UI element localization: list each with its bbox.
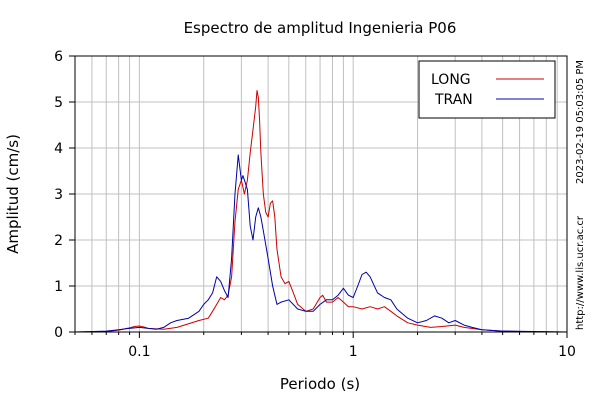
y-tick-label: 5 — [54, 95, 63, 111]
series-line-long — [74, 90, 568, 333]
y-tick-label: 0 — [54, 325, 63, 341]
legend-label-long: LONG — [431, 72, 471, 88]
y-tick-label: 4 — [54, 141, 63, 157]
legend-box — [418, 60, 556, 119]
y-tick-label: 1 — [54, 279, 63, 295]
y-tick-label: 3 — [54, 187, 63, 203]
axis-ticks: 0 1 2 3 4 5 6 0.1 1 10 — [54, 49, 576, 360]
x-tick-label: 1 — [349, 344, 358, 360]
chart-title: Espectro de amplitud Ingenieria P06 — [184, 19, 457, 37]
series-line-tran — [74, 154, 568, 333]
source-url-label: http://www.lis.ucr.ac.cr — [575, 215, 586, 330]
timestamp-label: 2023-02-19 05:03:05 PM — [575, 60, 586, 184]
grid — [74, 55, 568, 333]
y-axis-label: Amplitud (cm/s) — [4, 134, 22, 254]
legend-label-tran: TRAN — [434, 92, 473, 108]
y-tick-label: 2 — [54, 233, 63, 249]
x-axis-label: Periodo (s) — [280, 375, 360, 393]
legend: LONG TRAN — [418, 60, 556, 119]
x-tick-label: 0.1 — [128, 344, 150, 360]
x-tick-label: 10 — [558, 344, 576, 360]
series-lines — [74, 90, 568, 333]
y-tick-label: 6 — [54, 49, 63, 65]
